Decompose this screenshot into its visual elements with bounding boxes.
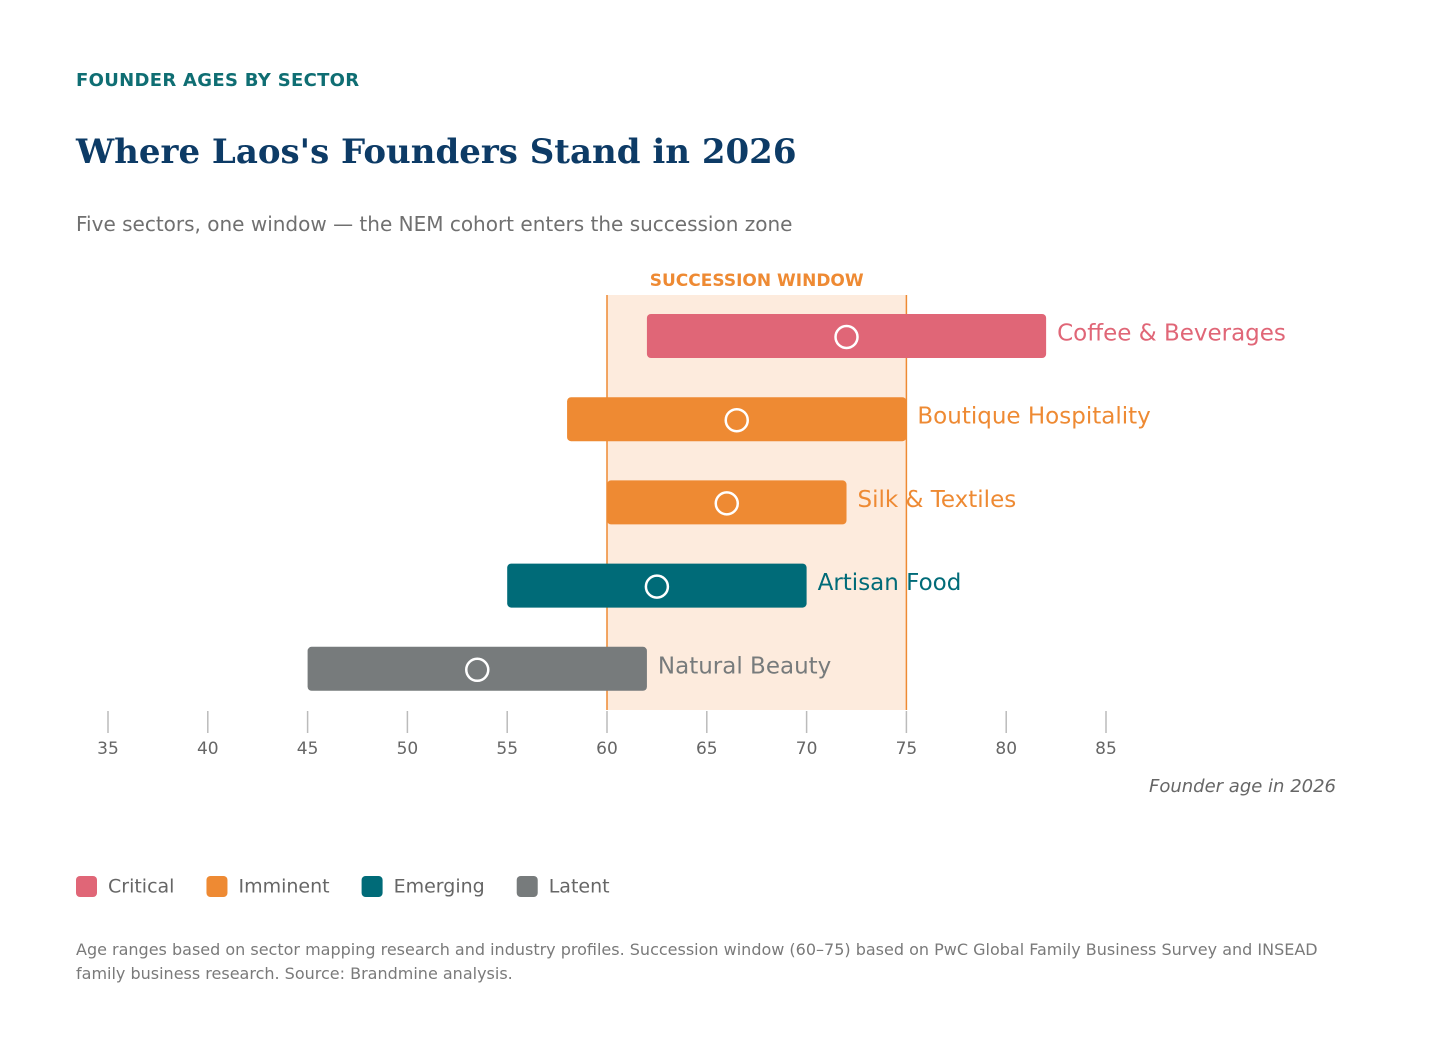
x-tick-label: 45 — [297, 739, 319, 759]
legend-label: Imminent — [238, 876, 329, 898]
legend-label: Latent — [549, 876, 610, 898]
x-tick-label: 40 — [197, 739, 219, 759]
bar-label: Boutique Hospitality — [917, 404, 1150, 430]
x-tick-label: 80 — [995, 739, 1017, 759]
x-tick-label: 75 — [896, 739, 918, 759]
legend-swatch — [76, 876, 97, 897]
x-tick-label: 60 — [596, 739, 618, 759]
legend-swatch — [516, 876, 538, 897]
range-bar — [307, 646, 647, 691]
legend-swatch — [361, 876, 383, 897]
window-label: SUCCESSION WINDOW — [650, 271, 864, 291]
bar-label: Natural Beauty — [658, 653, 831, 679]
legend-label: Critical — [108, 876, 174, 898]
range-bar — [567, 397, 907, 442]
median-marker — [714, 491, 740, 516]
x-tick-label: 85 — [1095, 739, 1117, 759]
x-tick-label: 35 — [97, 739, 119, 759]
x-tick-label: 70 — [796, 739, 818, 759]
range-bar — [507, 563, 807, 608]
x-tick-label: 55 — [496, 739, 518, 759]
median-marker — [834, 324, 859, 350]
x-tick-label: 50 — [397, 739, 419, 759]
x-axis-label: Founder age in 2026 — [1149, 776, 1336, 797]
legend-label: Emerging — [394, 876, 485, 898]
bar-label: Artisan Food — [818, 570, 962, 596]
chart-title: Where Laos's Founders Stand in 2026 — [76, 132, 797, 172]
legend-swatch — [206, 876, 228, 897]
footnote: Age ranges based on sector mapping resea… — [76, 940, 1318, 983]
x-tick-label: 65 — [696, 739, 718, 759]
median-marker — [465, 657, 490, 683]
eyebrow: FOUNDER AGES BY SECTOR — [76, 70, 360, 91]
bar-label: Coffee & Beverages — [1057, 321, 1286, 347]
bar-label: Silk & Textiles — [858, 487, 1017, 513]
median-marker — [724, 407, 749, 433]
range-bar — [607, 480, 847, 525]
median-marker — [644, 574, 670, 599]
range-bar — [646, 314, 1047, 358]
subtitle: Five sectors, one window — the NEM cohor… — [76, 212, 793, 236]
